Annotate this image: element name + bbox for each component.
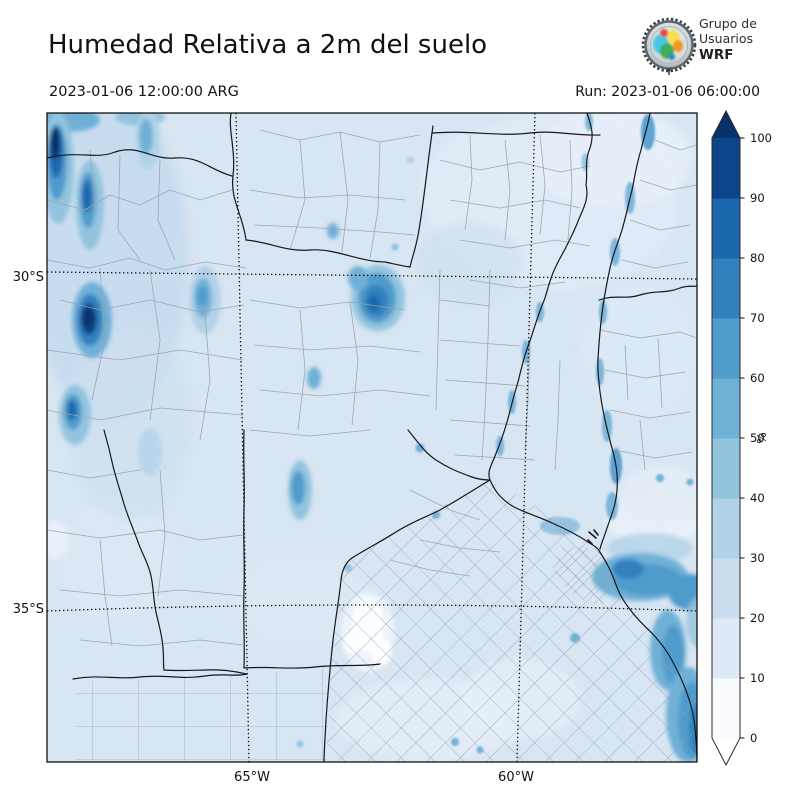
gridline-lon-60w	[516, 113, 536, 762]
colorbar-segment	[712, 378, 740, 439]
border-buenosaires-west	[323, 479, 491, 762]
map-canvas	[47, 113, 697, 762]
province-boundaries	[47, 113, 697, 762]
border-catamarca-east	[229, 113, 247, 241]
border-north-horizontal	[431, 131, 601, 136]
colorbar-tick-label: 80	[750, 251, 765, 265]
graticule-lines	[47, 113, 697, 762]
logo-text-line1: Grupo de	[699, 16, 757, 31]
department-boundaries	[47, 129, 697, 647]
gridline-lat-35s	[47, 604, 697, 612]
border-corrientes-entrerios	[598, 285, 697, 301]
colorbar-unit-label: %	[755, 432, 769, 443]
colorbar-segment	[712, 198, 740, 259]
logo-inner-ring	[650, 26, 688, 64]
humidity-interior-blobs	[288, 223, 405, 520]
colorbar-tick-label: 100	[750, 131, 772, 145]
map-frame	[46, 112, 698, 763]
colorbar-tick-label: 20	[750, 611, 765, 625]
page-title: Humedad Relativa a 2m del suelo	[48, 30, 487, 60]
river-uruguay	[597, 113, 651, 550]
valid-time-label: 2023-01-06 12:00:00 ARG	[49, 84, 239, 100]
logo-weather-blobs	[653, 29, 683, 60]
colorbar-segment	[712, 258, 740, 319]
buenos-aires-departments-grid	[326, 480, 697, 762]
border-cordoba-sanluis	[243, 429, 245, 669]
colorbar-segment	[712, 678, 740, 739]
colorbar-under-arrow	[712, 738, 740, 765]
colorbar-tick-label: 0	[750, 731, 757, 745]
colorbar-tick-label: 30	[750, 551, 765, 565]
border-sanluis-south	[163, 669, 248, 675]
border-nw-horizontal	[47, 149, 233, 177]
border-lapampa-north	[72, 673, 248, 680]
colorbar-segment	[712, 498, 740, 559]
colorbar-segment	[712, 438, 740, 499]
logo-text-line3: WRF	[699, 47, 734, 63]
river-desaguadero	[103, 429, 165, 671]
lat-label-30s: 30°S	[13, 270, 44, 285]
lon-label-60w: 60°W	[498, 770, 534, 785]
colorbar-tick-label: 40	[750, 491, 765, 505]
logo-laurel-ring	[641, 17, 697, 73]
la-pampa-departments-grid	[75, 668, 330, 762]
colorbar-tick-label: 10	[750, 671, 765, 685]
border-cordoba-south	[243, 663, 381, 669]
parana-delta-islands	[587, 529, 599, 545]
wrf-users-group-logo: Grupo de Usuarios WRF	[641, 16, 757, 75]
river-parana	[488, 113, 599, 550]
humidity-andes-streaks	[47, 113, 221, 520]
border-cordoba-north	[245, 239, 411, 268]
logo-base-mark	[666, 68, 672, 75]
run-time-label: Run: 2023-01-06 06:00:00	[575, 84, 760, 100]
colorbar-tick-label: 70	[750, 311, 765, 325]
logo-text-line2: Usuarios	[699, 31, 753, 46]
lon-label-65w: 65°W	[234, 770, 270, 785]
coastline-atlantic	[597, 548, 697, 762]
colorbar-tick-label: 50	[750, 431, 765, 445]
gridline-lat-30s	[47, 271, 697, 280]
colorbar-tick-label: 90	[750, 191, 765, 205]
colorbar-segment	[712, 558, 740, 619]
lat-label-35s: 35°S	[13, 602, 44, 617]
colorbar-tick-label: 60	[750, 371, 765, 385]
colorbar-over-arrow	[712, 111, 740, 138]
gridline-lon-65w	[235, 113, 250, 762]
colorbar-segment	[712, 618, 740, 679]
border-santiago-west	[409, 125, 434, 268]
colorbar-segment	[712, 318, 740, 379]
border-santafe-south	[407, 429, 491, 481]
metro-departments-grid	[552, 545, 615, 608]
colorbar-segment	[712, 138, 740, 199]
colorbar: 0 10 20 30 40 50 60 70 80 90 100	[711, 109, 772, 767]
